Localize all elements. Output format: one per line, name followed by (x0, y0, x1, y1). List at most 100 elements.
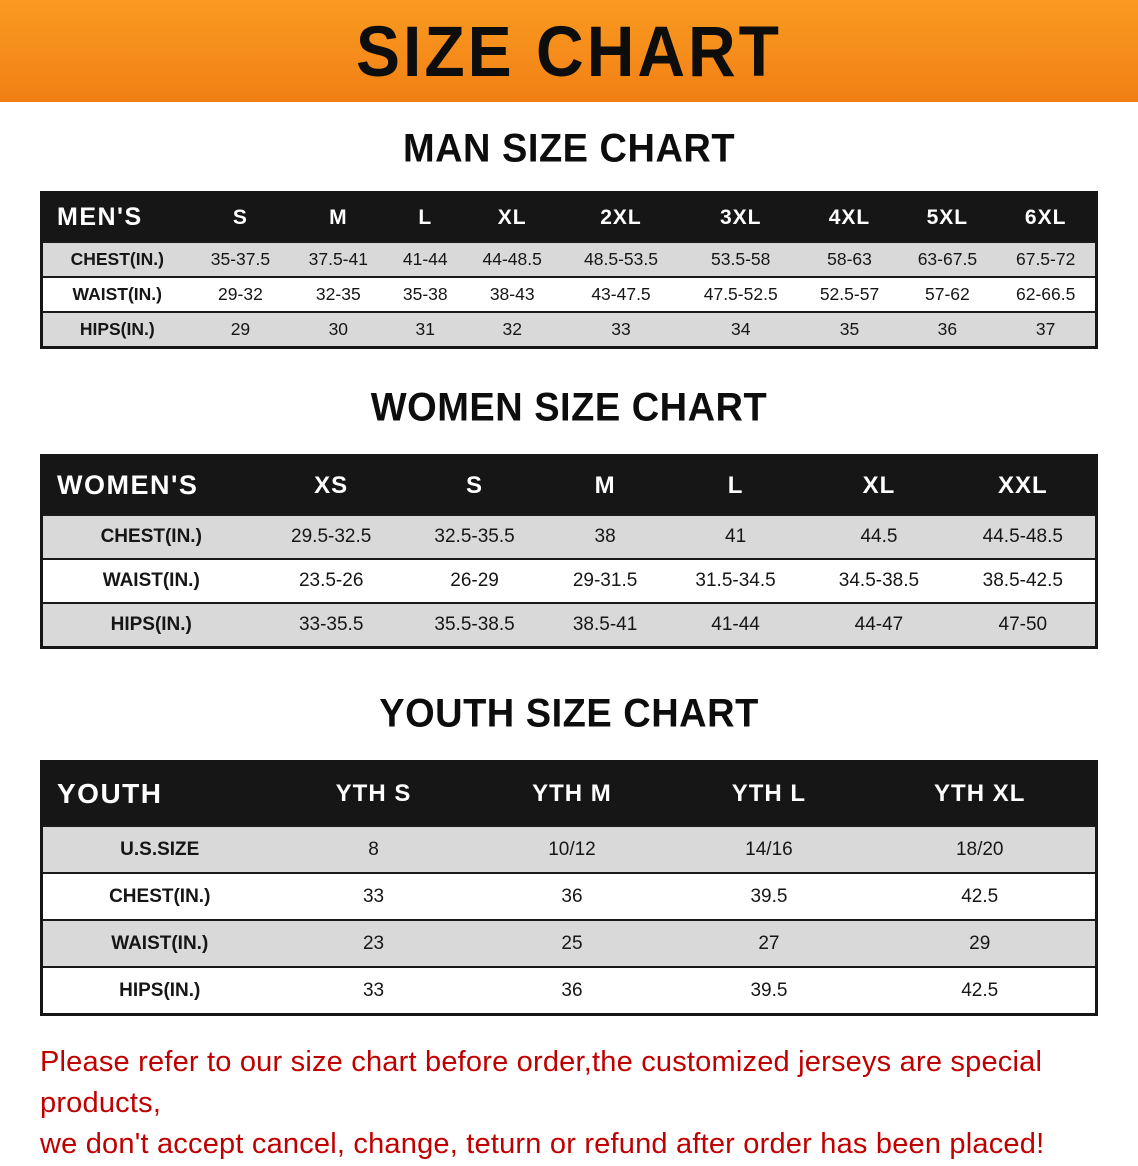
size-value-cell: 23.5-26 (298, 570, 364, 591)
youth-section-heading: YOUTH SIZE CHART (379, 692, 759, 736)
size-value-cell: 39.5 (750, 885, 788, 907)
size-value-cell: 33 (362, 885, 385, 907)
table-row: WAIST(IN.) 23.5-26 26-29 29-31.5 31.5-34.5 34… (41, 559, 1097, 603)
size-value-cell: 31 (415, 319, 435, 339)
size-value-cell: 44-47 (854, 614, 904, 635)
table-row: HIPS(IN.) 33 36 39.5 42.5 (41, 967, 1097, 1015)
row-label: CHEST(IN.) (109, 885, 211, 907)
size-value-cell: 41-44 (402, 249, 448, 269)
size-chart-banner: SIZE CHART (0, 0, 1138, 102)
size-value-cell: 62-66.5 (1015, 284, 1076, 304)
size-column-header: 3XL (680, 192, 801, 242)
row-label: HIPS(IN.) (119, 979, 201, 1001)
size-value-cell: 29 (230, 319, 251, 339)
size-value-cell: 26-29 (450, 570, 499, 591)
size-value-cell: 41-44 (711, 614, 760, 635)
size-value-cell: 35-37.5 (210, 249, 271, 269)
size-value-cell: 38.5-41 (572, 614, 638, 635)
size-column-header: YTH S (276, 761, 471, 826)
size-value-cell: 36 (561, 885, 583, 907)
row-label: CHEST(IN.) (100, 526, 202, 547)
table-row: HIPS(IN.) 33-35.5 35.5-38.5 38.5-41 41-44 44-… (41, 603, 1097, 648)
table-row: CHEST(IN.) 35-37.5 37.5-41 41-44 44-48.5 48.5… (41, 242, 1097, 277)
size-column-header: M (289, 192, 388, 242)
size-value-cell: 67.5-72 (1015, 249, 1076, 269)
row-label: WAIST(IN.) (72, 284, 162, 304)
size-column-header: YTH M (470, 761, 674, 826)
row-label: WAIST(IN.) (111, 932, 209, 954)
size-column-header: XXL (950, 455, 1097, 515)
size-value-cell: 29-31.5 (572, 570, 638, 591)
size-value-cell: 47.5-52.5 (703, 284, 778, 304)
size-value-cell: 23 (362, 932, 385, 954)
youth-size-chart-section: YOUTH SIZE CHART YOUTH YTH S YTH M YTH L YTH… (0, 692, 1138, 1016)
size-column-header: L (663, 455, 808, 515)
table-row: CHEST(IN.) 33 36 39.5 42.5 (41, 873, 1097, 920)
size-value-cell: 35.5-38.5 (434, 614, 515, 635)
table-header-row: MEN'S S M L XL 2XL 3XL 4XL 5XL 6XL (41, 192, 1097, 242)
table-row: WAIST(IN.) 23 25 27 29 (41, 920, 1097, 967)
table-row: U.S.SIZE 8 10/12 14/16 18/20 (41, 826, 1097, 873)
table-header-row: YOUTH YTH S YTH M YTH L YTH XL (41, 761, 1097, 826)
size-value-cell: 44.5 (860, 526, 898, 547)
size-value-cell: 14/16 (745, 838, 793, 860)
size-column-header: S (191, 192, 290, 242)
size-value-cell: 30 (328, 319, 349, 339)
disclaimer-line-2: we don't accept cancel, change, teturn o… (40, 1128, 1045, 1161)
size-value-cell: 34 (730, 319, 751, 339)
size-value-cell: 44.5-48.5 (982, 526, 1063, 547)
size-value-cell: 18/20 (955, 838, 1004, 860)
size-value-cell: 33 (611, 319, 631, 339)
size-value-cell: 32.5-35.5 (434, 526, 515, 547)
size-value-cell: 42.5 (961, 979, 999, 1001)
size-column-header: 5XL (898, 192, 997, 242)
size-value-cell: 58-63 (827, 249, 872, 269)
size-value-cell: 63-67.5 (917, 249, 978, 269)
table-corner-label: WOMEN'S (41, 455, 260, 515)
women-size-table: WOMEN'S XS S M L XL XXL CHEST(IN.) 29.5-32.5 32.5… (40, 454, 1098, 649)
size-value-cell: 8 (368, 838, 379, 860)
size-value-cell: 37.5-41 (308, 249, 368, 269)
row-label: HIPS(IN.) (79, 319, 155, 339)
size-column-header: XS (259, 455, 403, 515)
size-value-cell: 38 (594, 526, 616, 547)
size-value-cell: 29-32 (218, 284, 263, 304)
size-value-cell: 53.5-58 (711, 249, 771, 269)
size-column-header: 6XL (996, 192, 1097, 242)
size-value-cell: 44-48.5 (482, 249, 542, 269)
table-row: HIPS(IN.) 29 30 31 32 33 34 35 36 37 (41, 312, 1097, 348)
size-value-cell: 35 (839, 319, 860, 339)
women-section-heading: WOMEN SIZE CHART (370, 386, 768, 430)
size-value-cell: 10/12 (548, 838, 596, 860)
size-value-cell: 31.5-34.5 (695, 570, 776, 591)
size-value-cell: 41 (725, 526, 747, 547)
row-label: HIPS(IN.) (110, 614, 192, 635)
size-value-cell: 32-35 (315, 284, 361, 304)
size-value-cell: 47-50 (998, 614, 1048, 635)
table-row: CHEST(IN.) 29.5-32.5 32.5-35.5 38 41 44.5 44.5… (41, 515, 1097, 559)
size-value-cell: 38.5-42.5 (982, 570, 1063, 591)
women-size-chart-section: WOMEN SIZE CHART WOMEN'S XS S M L XL XXL CHEST(… (0, 386, 1138, 649)
table-row: WAIST(IN.) 29-32 32-35 35-38 38-43 43-47.5 47.… (41, 277, 1097, 312)
size-value-cell: 36 (937, 319, 958, 339)
size-value-cell: 29 (969, 932, 991, 954)
size-value-cell: 48.5-53.5 (584, 249, 658, 269)
order-disclaimer: Please refer to our size chart before or… (40, 1042, 1100, 1166)
size-value-cell: 25 (561, 932, 583, 954)
size-value-cell: 29.5-32.5 (291, 526, 372, 547)
size-value-cell: 57-62 (925, 284, 970, 304)
men-section-heading: MAN SIZE CHART (402, 127, 736, 171)
size-column-header: M (546, 455, 664, 515)
size-column-header: 4XL (800, 192, 899, 242)
row-label: U.S.SIZE (120, 838, 200, 860)
size-column-header: L (387, 192, 464, 242)
size-value-cell: 42.5 (961, 885, 999, 907)
size-value-cell: 34.5-38.5 (838, 570, 920, 591)
size-value-cell: 36 (561, 979, 583, 1001)
page-title: SIZE CHART (356, 11, 782, 91)
men-size-table: MEN'S S M L XL 2XL 3XL 4XL 5XL 6XL CHEST(IN.) 35-37… (40, 191, 1098, 349)
size-column-header: XL (807, 455, 951, 515)
size-column-header: YTH XL (864, 761, 1097, 826)
disclaimer-line-1: Please refer to our size chart before or… (40, 1046, 1043, 1120)
